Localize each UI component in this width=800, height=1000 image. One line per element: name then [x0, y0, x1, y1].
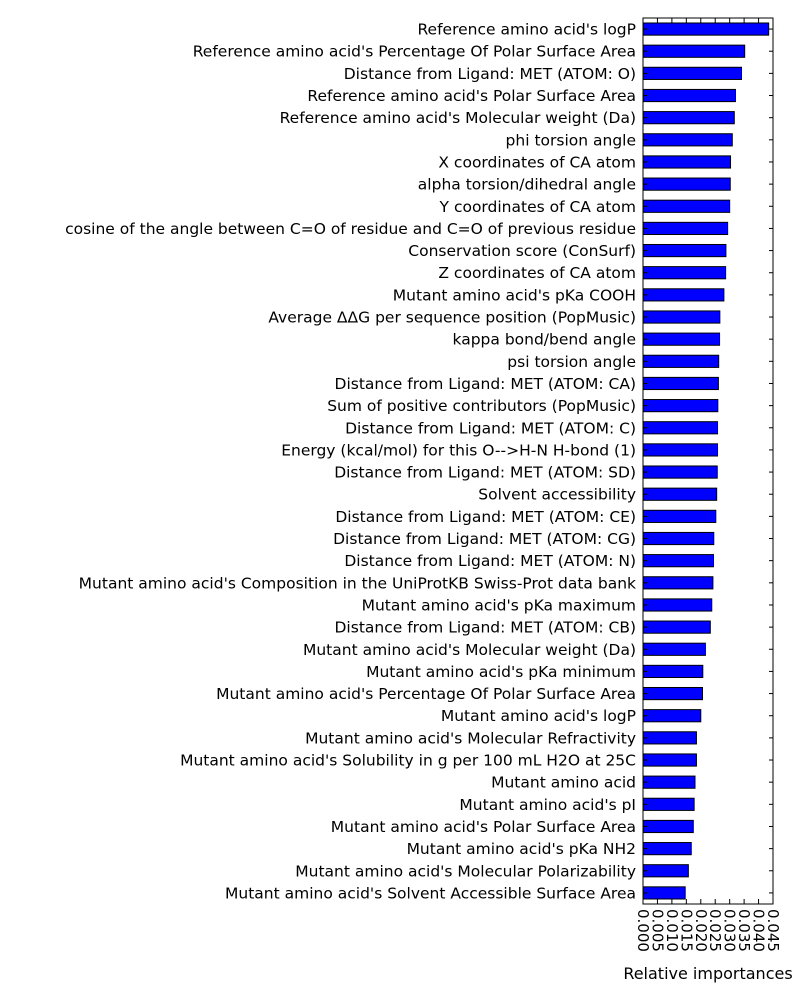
- bar: [642, 66, 743, 80]
- bar: [642, 199, 731, 213]
- category-label: Solvent accessibility: [478, 486, 636, 504]
- category-label: alpha torsion/dihedral angle: [418, 176, 636, 194]
- bar: [642, 399, 719, 413]
- category-label: cosine of the angle between C=O of resid…: [65, 220, 636, 238]
- bar: [642, 155, 732, 169]
- x-tick-label: 0.005: [648, 909, 666, 952]
- bar: [642, 354, 720, 368]
- category-label: Distance from Ligand: MET (ATOM: SD): [334, 464, 636, 482]
- bar: [642, 819, 694, 834]
- category-label: Mutant amino acid's pKa NH2: [407, 840, 636, 858]
- category-label: Mutant amino acid's Polar Surface Area: [331, 818, 636, 836]
- bar: [642, 421, 719, 435]
- category-label: psi torsion angle: [507, 353, 636, 371]
- category-label: Distance from Ligand: MET (ATOM: CB): [335, 619, 637, 637]
- x-tick-label: 0.015: [677, 909, 695, 952]
- x-tick-label: 0.025: [706, 909, 724, 952]
- bar: [642, 686, 704, 701]
- category-label: Average ΔΔG per sequence position (PopMu…: [268, 309, 636, 327]
- bar: [642, 243, 727, 258]
- category-label: Mutant amino acid's pKa COOH: [393, 286, 636, 304]
- bar: [642, 22, 770, 36]
- category-label: Mutant amino acid's Solvent Accessible S…: [225, 884, 636, 902]
- bar: [642, 886, 686, 900]
- bar: [642, 753, 697, 767]
- category-label: Mutant amino acid's pKa maximum: [362, 596, 636, 614]
- bars-layer: [642, 22, 770, 900]
- category-label: Conservation score (ConSurf): [408, 242, 636, 260]
- bar: [642, 554, 714, 568]
- bar: [642, 177, 731, 191]
- x-tick-label: 0.020: [692, 909, 710, 952]
- category-label: phi torsion angle: [506, 131, 636, 149]
- category-label: Mutant amino acid's Molecular weight (Da…: [303, 641, 636, 659]
- x-axis-label: Relative importances: [623, 964, 792, 983]
- bar: [642, 864, 689, 878]
- x-tick-label: 0.030: [721, 909, 739, 952]
- bar: [642, 465, 718, 479]
- category-label: Reference amino acid's Molecular weight …: [280, 109, 636, 127]
- bar: [642, 509, 717, 523]
- x-tick-label: 0.045: [764, 909, 782, 952]
- category-label: Z coordinates of CA atom: [438, 264, 636, 282]
- category-label: Mutant amino acid's Molecular Refractivi…: [305, 729, 636, 747]
- bar: [642, 443, 719, 457]
- bar: [642, 709, 702, 723]
- category-labels: Reference amino acid's logP Reference ami…: [65, 21, 636, 903]
- bar: [642, 221, 729, 236]
- bar: [642, 731, 697, 745]
- category-label: Mutant amino acid's Molecular Polarizabi…: [295, 862, 636, 880]
- bar: [642, 487, 718, 501]
- category-label: Y coordinates of CA atom: [439, 198, 636, 216]
- bar: [642, 376, 719, 391]
- bar: [642, 775, 696, 789]
- category-label: Distance from Ligand: MET (ATOM: C): [345, 419, 636, 437]
- category-label: Reference amino acid's Percentage Of Pol…: [193, 43, 636, 61]
- category-label: Mutant amino acid's pKa minimum: [366, 663, 636, 681]
- category-label: Mutant amino acid's logP: [441, 707, 636, 725]
- category-label: Mutant amino acid's pI: [459, 796, 636, 814]
- bar: [642, 797, 695, 811]
- bar: [642, 266, 727, 280]
- bar: [642, 576, 714, 590]
- bar: [642, 664, 704, 679]
- bar: [642, 531, 715, 546]
- category-label: Energy (kcal/mol) for this O-->H-N H-bon…: [281, 441, 636, 459]
- category-label: Mutant amino acid's Composition in the U…: [79, 574, 636, 592]
- bar: [642, 310, 721, 324]
- bar: [642, 642, 706, 656]
- category-label: Reference amino acid's logP: [417, 21, 636, 39]
- category-label: Mutant amino acid: [491, 774, 636, 792]
- x-tick-label: 0.035: [735, 909, 753, 952]
- category-label: X coordinates of CA atom: [438, 153, 636, 171]
- category-label: Distance from Ligand: MET (ATOM: O): [344, 65, 636, 83]
- category-label: Mutant amino acid's Percentage Of Polar …: [216, 685, 636, 703]
- category-label: Mutant amino acid's Solubility in g per …: [180, 752, 636, 770]
- bar: [642, 288, 725, 302]
- x-tick-label: 0.040: [750, 909, 768, 952]
- bar: [642, 332, 721, 346]
- x-tick-label: 0.000: [634, 909, 652, 952]
- category-label: Distance from Ligand: MET (ATOM: CE): [335, 508, 636, 526]
- bar: [642, 133, 733, 147]
- x-axis-ticks: 0.0000.0050.0100.0150.0200.0250.0300.035…: [634, 18, 782, 952]
- category-label: Distance from Ligand: MET (ATOM: CG): [333, 530, 636, 548]
- category-label: kappa bond/bend angle: [453, 331, 636, 349]
- bar: [642, 44, 746, 58]
- plot-frame: [642, 17, 774, 905]
- category-label: Sum of positive contributors (PopMusic): [327, 397, 636, 415]
- x-tick-label: 0.010: [663, 909, 681, 952]
- bar: [642, 88, 736, 103]
- bar: [642, 842, 692, 856]
- category-label: Distance from Ligand: MET (ATOM: N): [344, 552, 636, 570]
- category-label: Reference amino acid's Polar Surface Are…: [307, 87, 636, 105]
- category-label: Distance from Ligand: MET (ATOM: CA): [335, 375, 636, 393]
- bar: [642, 620, 711, 634]
- bar: [642, 111, 735, 125]
- bar: [642, 598, 713, 612]
